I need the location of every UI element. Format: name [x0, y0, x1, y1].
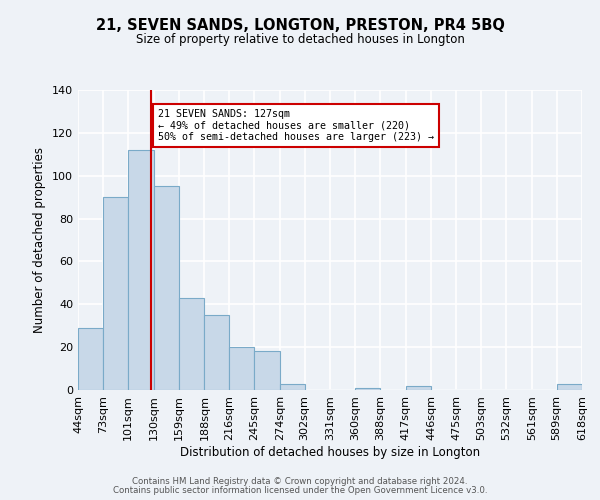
Bar [557, 384, 582, 390]
Bar [78, 328, 103, 390]
Text: Contains HM Land Registry data © Crown copyright and database right 2024.: Contains HM Land Registry data © Crown c… [132, 477, 468, 486]
Bar [280, 384, 305, 390]
Y-axis label: Number of detached properties: Number of detached properties [34, 147, 46, 333]
Bar [406, 386, 431, 390]
Bar [103, 197, 128, 390]
Text: Contains public sector information licensed under the Open Government Licence v3: Contains public sector information licen… [113, 486, 487, 495]
Bar [128, 150, 154, 390]
Bar [229, 347, 254, 390]
Bar [154, 186, 179, 390]
Text: 21, SEVEN SANDS, LONGTON, PRESTON, PR4 5BQ: 21, SEVEN SANDS, LONGTON, PRESTON, PR4 5… [95, 18, 505, 32]
Bar [205, 315, 229, 390]
Text: 21 SEVEN SANDS: 127sqm
← 49% of detached houses are smaller (220)
50% of semi-de: 21 SEVEN SANDS: 127sqm ← 49% of detached… [158, 110, 434, 142]
Bar [254, 352, 280, 390]
Bar [355, 388, 380, 390]
Bar [179, 298, 205, 390]
X-axis label: Distribution of detached houses by size in Longton: Distribution of detached houses by size … [180, 446, 480, 458]
Text: Size of property relative to detached houses in Longton: Size of property relative to detached ho… [136, 32, 464, 46]
